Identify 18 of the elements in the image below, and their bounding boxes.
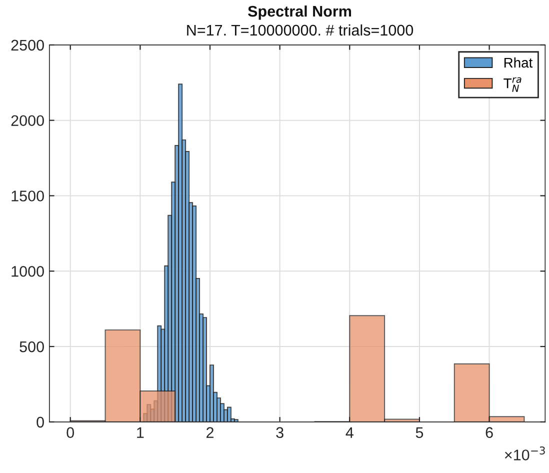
y-tick-label: 500	[20, 341, 44, 352]
x-tick-label: 6	[486, 427, 493, 438]
y-tick-label: 2000	[11, 115, 44, 126]
x-tick-label: 3	[276, 427, 284, 438]
y-tick-label: 1000	[12, 266, 44, 277]
x-tick-label: 1	[137, 427, 144, 438]
y-tick-label: 1500	[12, 190, 44, 202]
x-tick-label: 5	[416, 427, 424, 438]
legend-label: Rhat	[504, 57, 533, 68]
text: ×10$^{−3}$	[504, 446, 545, 460]
x-tick-label: 2	[206, 427, 214, 438]
y-tick-label: 0	[36, 416, 44, 428]
y-tick-label: 2500	[11, 40, 44, 51]
chart-subtitle: N=17. T=10000000. # trials=1000	[187, 24, 414, 36]
x-tick-label: 0	[66, 427, 74, 438]
legend-label: T$^{ra}$$_{N}$	[504, 77, 522, 92]
chart-title: Spectral Norm	[248, 5, 352, 20]
x-tick-label: 4	[346, 427, 354, 438]
